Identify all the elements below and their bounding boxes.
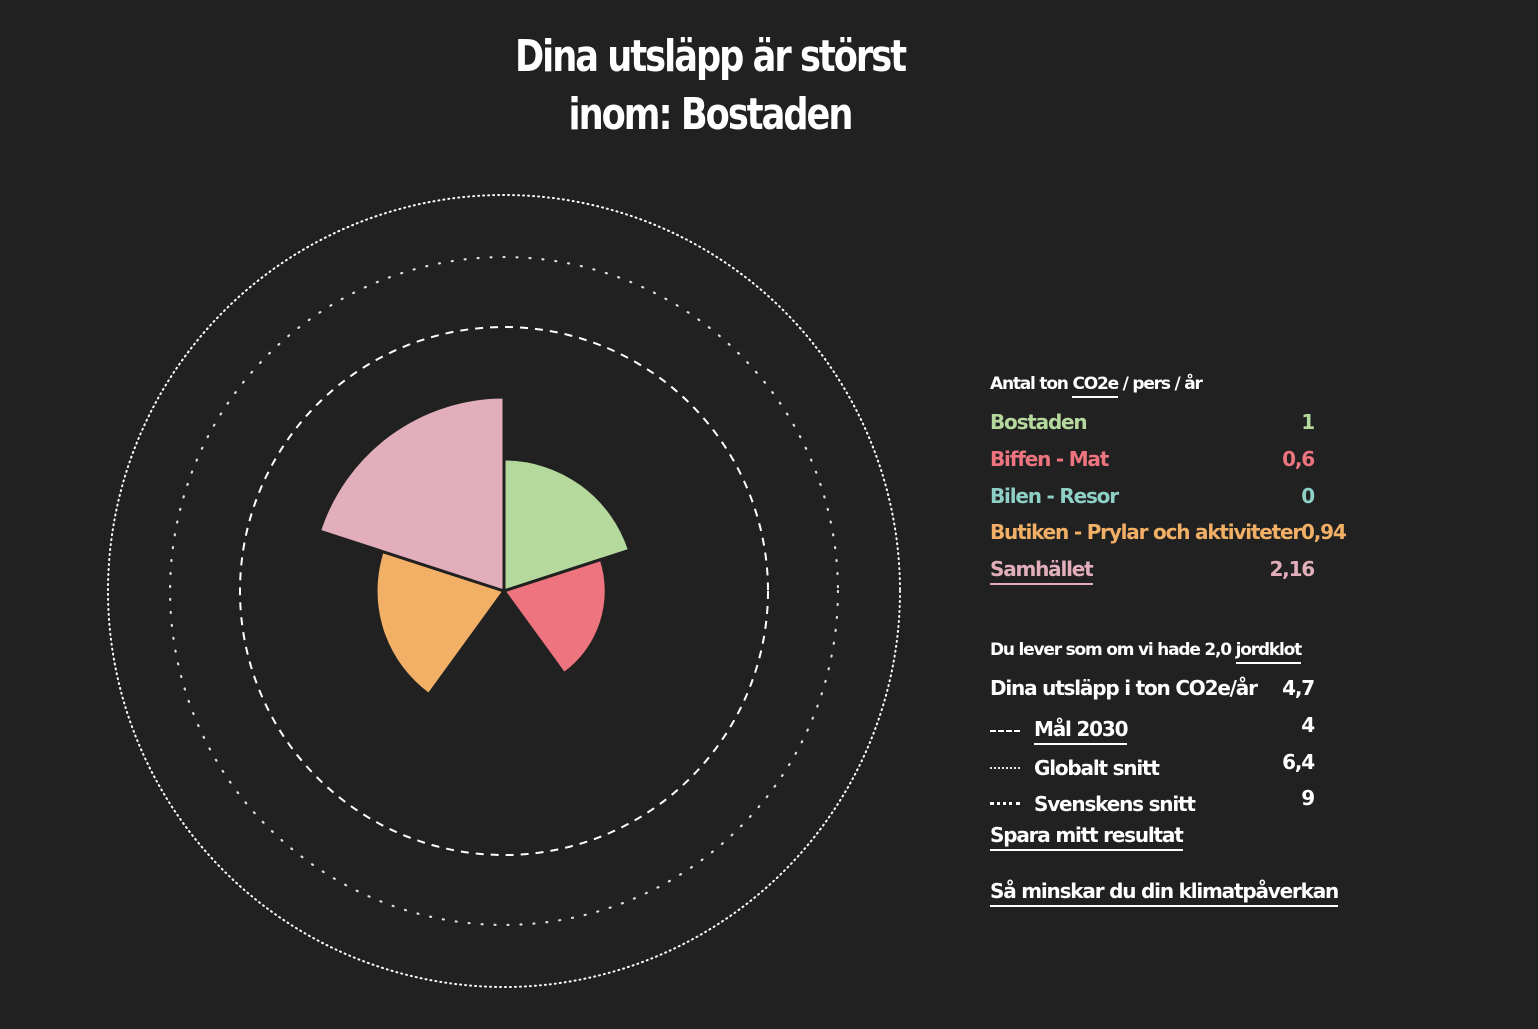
legend-row-samhallet: Samhället 2,16: [990, 557, 1315, 585]
swedish-average-label: Svenskens snitt: [1034, 791, 1196, 816]
legend-row-butiken-prylar: Butiken - Prylar och aktiviteter 0,94: [990, 520, 1347, 544]
total-row: Dina utsläpp i ton CO2e/år 4,7: [990, 676, 1315, 700]
global-average-label: Globalt snitt: [1034, 756, 1160, 780]
global-average-value: 6,4: [1282, 750, 1315, 774]
dashed-line-icon: [990, 730, 1020, 732]
legend-row-bilen-resor: Bilen - Resor 0: [990, 484, 1315, 508]
legend-label-samhallet[interactable]: Samhället: [990, 557, 1094, 585]
co2e-link[interactable]: CO2e: [1072, 374, 1119, 398]
swedish-average-value: 9: [1301, 786, 1315, 810]
goal-2030-link[interactable]: Mål 2030: [1034, 717, 1128, 745]
page-title: Dina utsläpp är störst inom: Bostaden: [470, 28, 950, 144]
reduce-impact-link[interactable]: Så minskar du din klimatpåverkan: [990, 879, 1339, 907]
slice-biffen-mat[interactable]: [501, 557, 608, 676]
unit-heading: Antal ton CO2e / pers / år: [990, 374, 1314, 398]
title-line-1: Dina utsläpp är störst: [514, 31, 907, 82]
total-label: Dina utsläpp i ton CO2e/år: [990, 676, 1258, 700]
emissions-polar-chart: [107, 194, 901, 988]
sparse-dotted-line-icon: [990, 767, 1020, 769]
legend-label-butiken-prylar: Butiken - Prylar och aktiviteter: [990, 520, 1302, 544]
slice-bostaden[interactable]: [502, 457, 632, 594]
legend-value-bostaden: 1: [1301, 410, 1315, 434]
chart-slices: [317, 395, 632, 697]
slice-butiken-prylar[interactable]: [374, 549, 507, 697]
reference-circles: [107, 194, 901, 988]
planet-prefix: Du lever som om vi hade 2,0: [990, 640, 1236, 660]
planet-heading: Du lever som om vi hade 2,0 jordklot: [990, 640, 1314, 664]
legend-label-bilen-resor: Bilen - Resor: [990, 484, 1119, 508]
save-result-link[interactable]: Spara mitt resultat: [990, 823, 1184, 851]
legend-value-biffen-mat: 0,6: [1282, 447, 1315, 471]
legend-value-bilen-resor: 0: [1301, 484, 1315, 508]
unit-suffix: / pers / år: [1117, 374, 1203, 394]
dense-dotted-line-icon: [990, 802, 1020, 805]
global-average-circle: [168, 255, 840, 927]
goal-2030-value: 4: [1301, 713, 1315, 737]
legend-value-butiken-prylar: 0,94: [1301, 520, 1347, 544]
unit-prefix: Antal ton: [990, 374, 1073, 394]
legend-row-biffen-mat: Biffen - Mat 0,6: [990, 447, 1315, 471]
reference-row-goal: Mål 2030 4: [990, 713, 1315, 745]
reference-row-swedish: Svenskens snitt 9: [990, 786, 1315, 816]
swedish-average-circle: [107, 194, 901, 988]
legend-row-bostaden: Bostaden 1: [990, 410, 1315, 434]
goal-2030-circle: [239, 326, 769, 856]
reference-row-global: Globalt snitt 6,4: [990, 750, 1315, 780]
total-value: 4,7: [1282, 676, 1315, 700]
legend-value-samhallet: 2,16: [1269, 557, 1315, 581]
legend-label-bostaden: Bostaden: [990, 410, 1088, 434]
title-line-2: inom: Bostaden: [568, 89, 854, 140]
slice-samhallet[interactable]: [317, 395, 506, 594]
legend-label-biffen-mat: Biffen - Mat: [990, 447, 1109, 471]
planet-link[interactable]: jordklot: [1235, 640, 1302, 664]
